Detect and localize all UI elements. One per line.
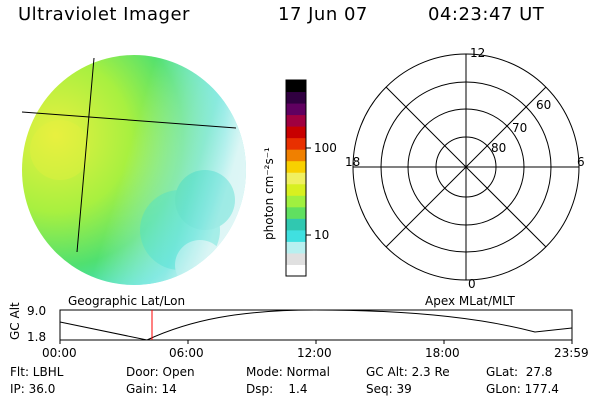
geo-meridian-line — [76, 57, 95, 253]
orbit-yaxis-label: GC Alt — [8, 302, 22, 340]
polar-diagonal-2 — [385, 86, 547, 248]
polar-label-60: 60 — [536, 98, 552, 112]
colorbar-band — [286, 172, 306, 185]
colorbar-band — [286, 218, 306, 231]
orbit-plot-frame — [59, 309, 573, 341]
polar-label-80: 80 — [491, 141, 507, 155]
colorbar-unit-label: photon cm⁻²s⁻¹ — [262, 147, 276, 240]
geo-latlon-label: Geographic Lat/Lon — [68, 294, 186, 308]
colorbar-band — [286, 206, 306, 219]
orbit-x-tick-2: 12:00 — [297, 346, 332, 360]
polar-label-noon: 12 — [470, 46, 486, 60]
apex-mlat-mlt-label: Apex MLat/MLT — [425, 294, 515, 308]
colorbar-frame — [285, 79, 307, 277]
colorbar-band — [286, 114, 306, 127]
orbit-x-tick-3: 18:00 — [425, 346, 460, 360]
orbit-altitude-curve — [59, 309, 573, 341]
instrument-title: Ultraviolet Imager — [18, 4, 190, 25]
door-status: Door: Open — [126, 365, 195, 379]
dsp-value: Dsp: 1.4 — [246, 382, 308, 396]
glon-value: GLon: 177.4 — [486, 382, 559, 396]
orbit-y-low: 1.8 — [27, 330, 47, 344]
seq-value: Seq: 39 — [366, 382, 412, 396]
colorbar-band — [286, 183, 306, 196]
colorbar-band — [286, 91, 306, 104]
colorbar — [286, 80, 306, 277]
colorbar-tick-label-100: 100 — [314, 141, 337, 155]
colorbar-band — [286, 80, 306, 93]
geo-parallel-line — [21, 111, 237, 129]
orbit-y-high: 9.0 — [27, 304, 47, 318]
ip-value: IP: 36.0 — [10, 382, 56, 396]
orbit-x-ticks — [59, 340, 573, 344]
date-label: 17 Jun 07 — [278, 4, 368, 25]
colorbar-band — [286, 137, 306, 150]
colorbar-band — [286, 160, 306, 173]
gc-alt-value: GC Alt: 2.3 Re — [366, 365, 450, 379]
time-label: 04:23:47 UT — [428, 4, 545, 25]
filter-value: Flt: LBHL — [10, 365, 64, 379]
colorbar-band — [286, 229, 306, 242]
orbit-x-tick-4: 23:59 — [554, 346, 589, 360]
colorbar-band — [286, 149, 306, 162]
colorbar-band — [286, 264, 306, 277]
colorbar-band — [286, 241, 306, 254]
mode-value: Mode: Normal — [246, 365, 330, 379]
colorbar-tick-label-10: 10 — [314, 228, 330, 242]
polar-label-dusk: 18 — [345, 155, 361, 169]
earth-image — [22, 55, 246, 285]
orbit-x-tick-0: 00:00 — [42, 346, 77, 360]
colorbar-band — [286, 126, 306, 139]
polar-label-dawn: 6 — [577, 155, 585, 169]
colorbar-band — [286, 195, 306, 208]
colorbar-band — [286, 252, 306, 265]
colorbar-band — [286, 103, 306, 116]
gain-value: Gain: 14 — [126, 382, 177, 396]
orbit-x-tick-1: 06:00 — [169, 346, 204, 360]
polar-mlt-plot — [352, 53, 580, 281]
polar-label-70: 70 — [512, 121, 528, 135]
glat-value: GLat: 27.8 — [486, 365, 553, 379]
polar-label-midnight: 0 — [468, 277, 476, 291]
